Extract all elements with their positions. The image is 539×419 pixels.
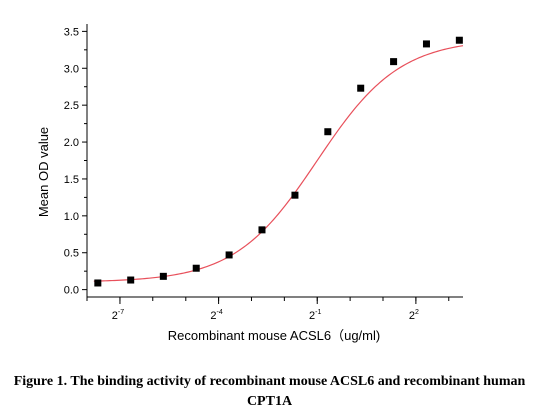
y-tick-label: 0.0 [64,285,79,297]
y-axis-ticks: 0.0 0.5 1.0 1.5 2.0 2.5 3.0 3.5 [64,26,87,297]
plot-frame [86,24,463,298]
y-tick-label: 0.5 [64,248,79,260]
figure-caption: Figure 1. The binding activity of recomb… [0,372,539,412]
data-point [225,251,233,259]
data-point [192,264,200,272]
y-tick-label: 2.5 [64,100,79,112]
data-points [94,36,463,287]
data-point [94,279,102,287]
data-point [455,36,463,44]
data-point [291,191,299,199]
x-tick-label: 22 [409,309,419,322]
y-tick-label: 3.5 [64,26,79,38]
data-point [357,84,365,92]
y-tick-label: 2.0 [64,137,79,149]
y-tick-label: 3.0 [64,63,79,75]
data-point [390,58,398,66]
data-point [258,226,266,234]
x-tick-label: 2-7 [112,309,124,322]
y-axis-label: Mean OD value [36,127,51,217]
y-tick-label: 1.0 [64,211,79,223]
x-axis-ticks: 2-7 2-4 2-1 22 [86,297,450,322]
caption-line-2: CPT1A [246,394,293,409]
x-axis-label: Recombinant mouse ACSL6（ug/ml) [168,328,380,343]
data-point [127,276,135,284]
data-point [324,128,332,136]
fit-curve [93,45,464,282]
data-point [422,40,430,48]
data-point [159,272,167,280]
x-tick-label: 2-1 [309,309,321,322]
x-tick-label: 2-4 [210,309,222,322]
caption-line-1: Figure 1. The binding activity of recomb… [13,374,526,389]
y-tick-label: 1.5 [64,174,79,186]
binding-activity-chart: 0.0 0.5 1.0 1.5 2.0 2.5 3.0 3.5 2-7 2-4 2-1 22 Rec… [36,24,464,343]
